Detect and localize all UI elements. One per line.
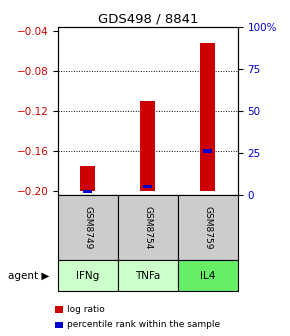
Text: GSM8754: GSM8754 [143, 206, 153, 249]
Bar [84, 190, 93, 194]
Bar [203, 149, 212, 153]
Text: agent ▶: agent ▶ [8, 271, 49, 281]
Bar [143, 185, 152, 188]
Text: percentile rank within the sample: percentile rank within the sample [67, 321, 220, 329]
Text: log ratio: log ratio [67, 305, 104, 314]
Title: GDS498 / 8841: GDS498 / 8841 [98, 13, 198, 26]
Bar [80, 166, 95, 191]
Text: IFNg: IFNg [76, 271, 99, 281]
Text: GSM8749: GSM8749 [84, 206, 93, 249]
Bar [140, 101, 155, 191]
Text: TNFa: TNFa [135, 271, 161, 281]
Text: GSM8759: GSM8759 [203, 206, 212, 249]
Bar [200, 43, 215, 191]
Text: IL4: IL4 [200, 271, 215, 281]
